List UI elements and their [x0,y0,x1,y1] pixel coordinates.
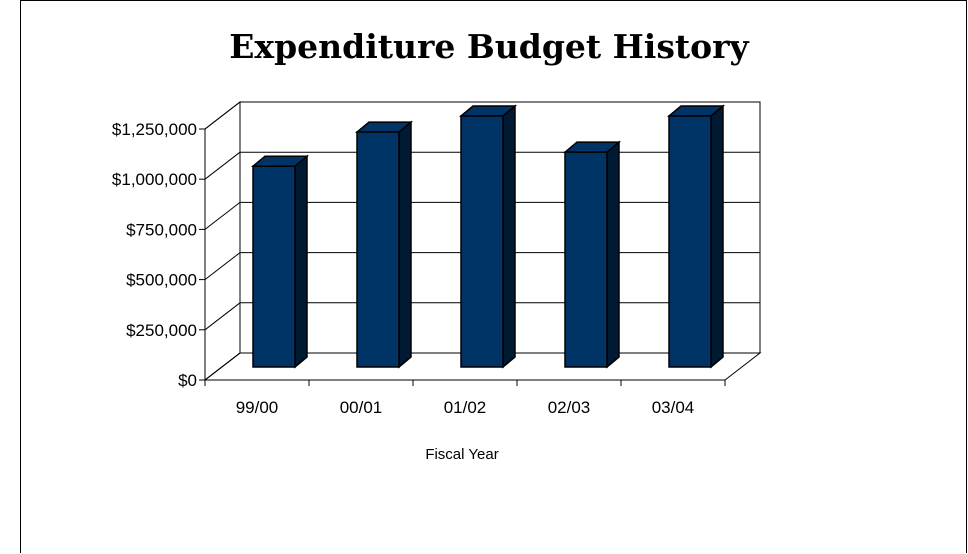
bar-front [668,115,712,368]
bar-side [398,120,412,369]
bar-03/04 [666,104,726,369]
chart-axes [199,128,726,386]
y-tick-label: $250,000 [126,321,197,340]
y-tick-label: $0 [178,371,197,390]
bar-99/00 [250,154,310,369]
bar-side [710,104,724,369]
gridline-side [204,151,241,180]
gridline-side [204,352,241,381]
gridline-side [204,202,241,230]
y-tick-label: $500,000 [126,271,197,290]
bar-side [294,154,308,369]
x-tick-label: 99/00 [236,398,279,417]
y-tick-labels: $0 $250,000 $500,000 $750,000 $1,000,000 $1,2… [112,120,197,390]
bar-front [356,131,400,368]
bar-front [564,151,608,368]
y-tick-label: $750,000 [126,220,197,239]
bar-front [460,115,504,368]
y-tick-label: $1,250,000 [112,120,197,139]
bar-01/02 [458,104,518,369]
bar-side [606,140,620,369]
x-tick-label: 00/01 [340,398,383,417]
chart-frame [20,0,967,553]
x-tick-label: 01/02 [444,398,487,417]
y-tick-label: $1,000,000 [112,170,197,189]
bars [250,104,726,369]
chart-title: Expenditure Budget History [229,27,749,66]
x-tick-label: 02/03 [548,398,591,417]
bar-front [252,165,296,368]
x-tick-label: 03/04 [652,398,695,417]
side-wall [204,100,241,382]
bar-side [502,104,516,369]
gridline-side [204,302,241,331]
bar-02/03 [562,140,622,369]
x-axis-label: Fiscal Year [425,446,498,463]
x-tick-labels: 99/00 00/01 01/02 02/03 03/04 [236,398,695,417]
gridline-side [204,252,241,280]
bar-00/01 [354,120,414,369]
gridline-side [204,101,241,130]
